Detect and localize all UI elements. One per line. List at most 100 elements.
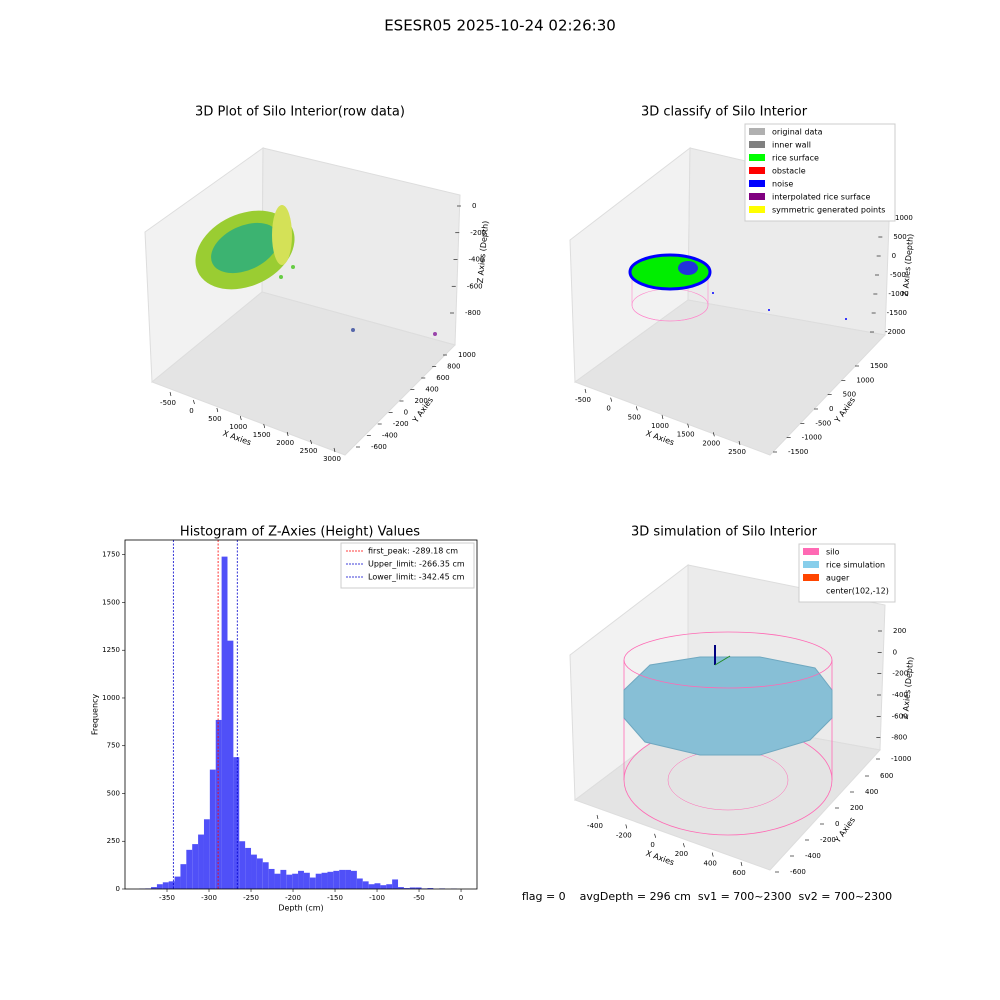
tick-label: -400 <box>892 691 908 699</box>
tick-label: 200 <box>893 627 906 635</box>
tick-label: 0 <box>650 841 654 849</box>
legend-label: obstacle <box>772 167 806 176</box>
tick-mark <box>286 431 289 437</box>
legend-swatch <box>749 128 765 135</box>
x-tick-label: -250 <box>243 894 259 902</box>
axis-label: X Axies <box>645 429 676 448</box>
bar <box>403 888 410 889</box>
tick-label: -600 <box>467 282 483 290</box>
bar <box>427 888 434 889</box>
bar <box>180 864 187 889</box>
y-tick-label: 1000 <box>102 694 120 702</box>
tick-label: 2000 <box>702 439 720 447</box>
tick-label: -200 <box>616 831 632 839</box>
tick-mark <box>711 852 714 857</box>
bar <box>209 769 216 889</box>
x-tick-label: -300 <box>201 894 217 902</box>
tick-mark <box>584 388 587 394</box>
y-tick-label: 250 <box>107 837 120 845</box>
tick-mark <box>636 406 638 411</box>
bar <box>151 887 157 889</box>
tick-label: 800 <box>447 363 460 371</box>
tick-label: 400 <box>425 386 438 394</box>
tick-label: -400 <box>587 822 603 830</box>
tick-label: 600 <box>880 772 893 780</box>
tick-label: 200 <box>675 850 688 858</box>
tick-mark <box>596 814 599 820</box>
legend-box <box>744 123 896 222</box>
tick-mark <box>263 423 266 429</box>
axis-label: Z Axies (Depth) <box>901 656 915 719</box>
axis-label: Y Axies <box>832 396 857 426</box>
bar <box>186 849 193 889</box>
point-cloud <box>195 205 437 336</box>
bar <box>380 885 387 889</box>
legend-swatch <box>749 180 765 187</box>
y-axis-label: Frequency <box>91 694 100 736</box>
tick-mark <box>625 824 628 829</box>
legend-swatch <box>803 574 819 581</box>
legend-label: first_peak: -289.18 cm <box>368 547 458 556</box>
tick-label: 0 <box>606 405 610 413</box>
tick-mark <box>169 391 172 397</box>
legend-label: auger <box>826 574 850 583</box>
tick-label: 0 <box>893 648 897 656</box>
bar <box>392 879 399 889</box>
bar <box>192 844 199 889</box>
legend-label: inner wall <box>772 141 811 150</box>
y-tick-label: 1250 <box>102 646 120 654</box>
tick-mark <box>713 432 715 437</box>
tick-label: -500 <box>575 396 591 404</box>
tick-label: -500 <box>160 399 176 407</box>
tick-mark <box>661 414 664 420</box>
tick-label: 0 <box>404 409 408 417</box>
bar <box>409 887 416 889</box>
bar <box>315 873 322 889</box>
legend-label: noise <box>772 180 793 189</box>
x-axis-label: Depth (cm) <box>278 904 323 913</box>
legend-box <box>340 542 475 589</box>
tick-label: -400 <box>469 256 485 264</box>
bar <box>221 556 228 889</box>
bar <box>274 873 281 889</box>
tick-label: -200 <box>393 420 409 428</box>
bar <box>256 858 263 889</box>
legend-label: Upper_limit: -266.35 cm <box>368 560 465 569</box>
tick-label: 400 <box>865 788 878 796</box>
tick-label: 500 <box>628 413 641 421</box>
x-tick-label: 0 <box>459 894 463 902</box>
axis-label: X Axies <box>645 849 676 868</box>
legend-label: interpolated rice surface <box>772 193 870 202</box>
x-tick-label: -350 <box>159 894 175 902</box>
chart-title: 3D Plot of Silo Interior(row data) <box>195 105 405 120</box>
tick-label: 2000 <box>276 439 294 447</box>
annotation: flag = 0 avgDepth = 296 cm sv1 = 700~230… <box>522 890 892 903</box>
tick-label: 200 <box>415 397 428 405</box>
tick-label: -800 <box>465 309 481 317</box>
bar <box>415 887 422 889</box>
tick-label: 200 <box>850 804 863 812</box>
tick-label: 1000 <box>229 423 247 431</box>
tick-label: 1000 <box>458 351 476 359</box>
tick-label: 1500 <box>870 362 888 370</box>
legend-swatch <box>803 561 819 568</box>
tick-mark <box>310 439 312 445</box>
legend-label: rice simulation <box>826 561 885 570</box>
tick-mark <box>610 397 612 402</box>
bar <box>156 884 163 889</box>
tick-label: 1500 <box>677 431 695 439</box>
tick-label: -1500 <box>887 309 907 317</box>
tick-label: 1000 <box>856 376 874 384</box>
bar <box>286 874 293 889</box>
panes <box>569 563 886 871</box>
tick-mark <box>239 415 242 421</box>
tick-label: 1500 <box>253 431 271 439</box>
tick-label: 500 <box>893 233 906 241</box>
bar <box>227 640 234 889</box>
bar <box>262 862 269 889</box>
tick-label: 1000 <box>895 214 913 222</box>
bar <box>174 876 181 889</box>
bar <box>362 881 369 889</box>
x-tick-label: -200 <box>285 894 301 902</box>
figure-title: ESESR05 2025-10-24 02:26:30 <box>384 17 616 35</box>
